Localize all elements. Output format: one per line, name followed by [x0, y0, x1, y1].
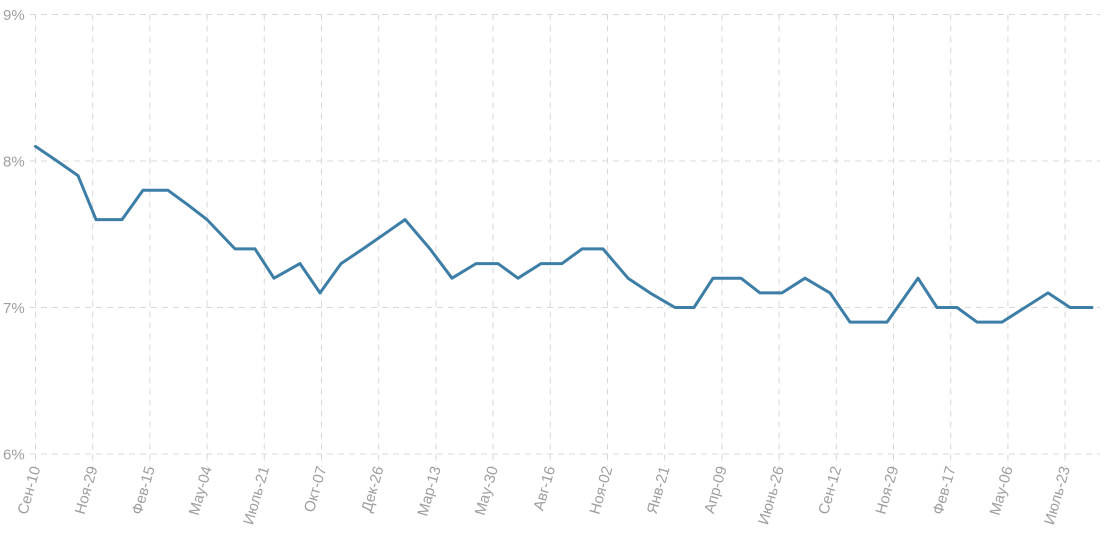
x-axis-tick-label: Ноя-29 — [873, 464, 903, 516]
x-axis-tick-label: Сен-10 — [14, 464, 44, 516]
rate-series-line[interactable] — [34, 144, 1094, 324]
x-axis-tick-label: May-04 — [186, 464, 216, 517]
x-axis-tick-label: Ноя-02 — [587, 464, 617, 516]
x-axis-tick-label: Окт-07 — [301, 464, 330, 514]
x-axis-tick-label: Янв-21 — [644, 464, 674, 516]
x-axis-tick-label: Июль-23 — [1041, 464, 1074, 526]
x-axis-tick-label: Июль-21 — [240, 464, 273, 526]
y-axis-tick-label: 8% — [3, 154, 25, 171]
x-axis-tick-label: Июнь-26 — [755, 464, 788, 526]
x-axis-tick-label: Ноя-29 — [72, 464, 102, 516]
x-axis-tick-label: Фев-15 — [129, 464, 159, 516]
y-axis-tick-label: 7% — [3, 300, 25, 317]
x-axis-tick-label: Дек-26 — [358, 464, 387, 514]
x-axis-tick-label: Мар-13 — [414, 464, 444, 518]
x-axis-tick-label: May-06 — [987, 464, 1017, 517]
x-axis-tick-label: May-30 — [472, 464, 502, 517]
x-axis-tick-label: Фев-17 — [930, 464, 960, 516]
x-axis-tick-label: Сен-12 — [815, 464, 845, 516]
x-axis-tick-label: Апр-09 — [701, 464, 731, 515]
x-axis-tick-label: Авг-16 — [530, 464, 559, 512]
y-axis-tick-label: 9% — [3, 7, 25, 24]
y-axis-tick-label: 6% — [3, 447, 25, 464]
